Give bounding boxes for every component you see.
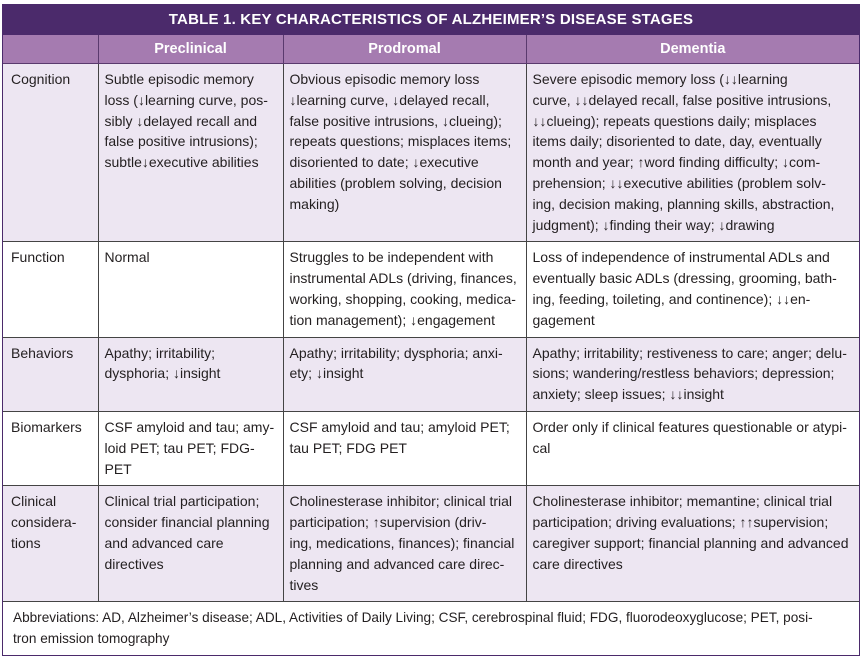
characteristics-table: Preclinical Prodromal Dementia Cognition…: [3, 35, 859, 603]
cell-dementia: Severe episodic memory loss (↓↓learning …: [525, 63, 859, 243]
header-preclinical: Preclinical: [97, 35, 283, 64]
table-row-cognition: Cognition Subtle episodic memory loss (↓…: [3, 63, 859, 243]
row-label: Behaviors: [3, 337, 98, 412]
table-container: TABLE 1. KEY CHARACTERISTICS OF ALZHEIME…: [2, 4, 860, 656]
cell-prodromal: Struggles to be independent with instrum…: [282, 241, 526, 338]
table-title: TABLE 1. KEY CHARACTERISTICS OF ALZHEIME…: [3, 5, 859, 35]
cell-prodromal: Apathy; irritability; dysphoria; anxi- e…: [282, 337, 526, 412]
table-row-biomarkers: Biomarkers CSF amyloid and tau; amy- loi…: [3, 411, 859, 487]
table-row-behaviors: Behaviors Apathy; irritability; dysphori…: [3, 337, 859, 412]
row-label: Function: [3, 241, 98, 338]
cell-preclinical: Subtle episodic memory loss (↓learning c…: [97, 63, 283, 243]
cell-preclinical: Clinical trial participation; consider f…: [97, 485, 283, 603]
cell-dementia: Cholinesterase inhibitor; memantine; cli…: [525, 485, 859, 603]
row-label: Biomarkers: [3, 411, 98, 487]
cell-preclinical: CSF amyloid and tau; amy- loid PET; tau …: [97, 411, 283, 487]
abbreviations-footnote: Abbreviations: AD, Alzheimer’s disease; …: [13, 610, 813, 647]
header-empty: [3, 35, 98, 64]
cell-dementia: Order only if clinical features question…: [525, 411, 859, 487]
header-prodromal: Prodromal: [282, 35, 526, 64]
table-row-clinical-considerations: Clinical considera- tions Clinical trial…: [3, 485, 859, 603]
cell-prodromal: CSF amyloid and tau; amyloid PET; tau PE…: [282, 411, 526, 487]
cell-dementia: Loss of independence of instrumental ADL…: [525, 241, 859, 338]
row-label: Cognition: [3, 63, 98, 243]
cell-preclinical: Apathy; irritability; dysphoria; ↓insigh…: [97, 337, 283, 412]
cell-prodromal: Cholinesterase inhibitor; clinical trial…: [282, 485, 526, 603]
cell-prodromal: Obvious episodic memory loss ↓learning c…: [282, 63, 526, 243]
table-row-function: Function Normal Struggles to be independ…: [3, 241, 859, 338]
cell-preclinical: Normal: [97, 241, 283, 338]
row-label: Clinical considera- tions: [3, 485, 98, 603]
header-dementia: Dementia: [525, 35, 859, 64]
cell-dementia: Apathy; irritability; restiveness to car…: [525, 337, 859, 412]
